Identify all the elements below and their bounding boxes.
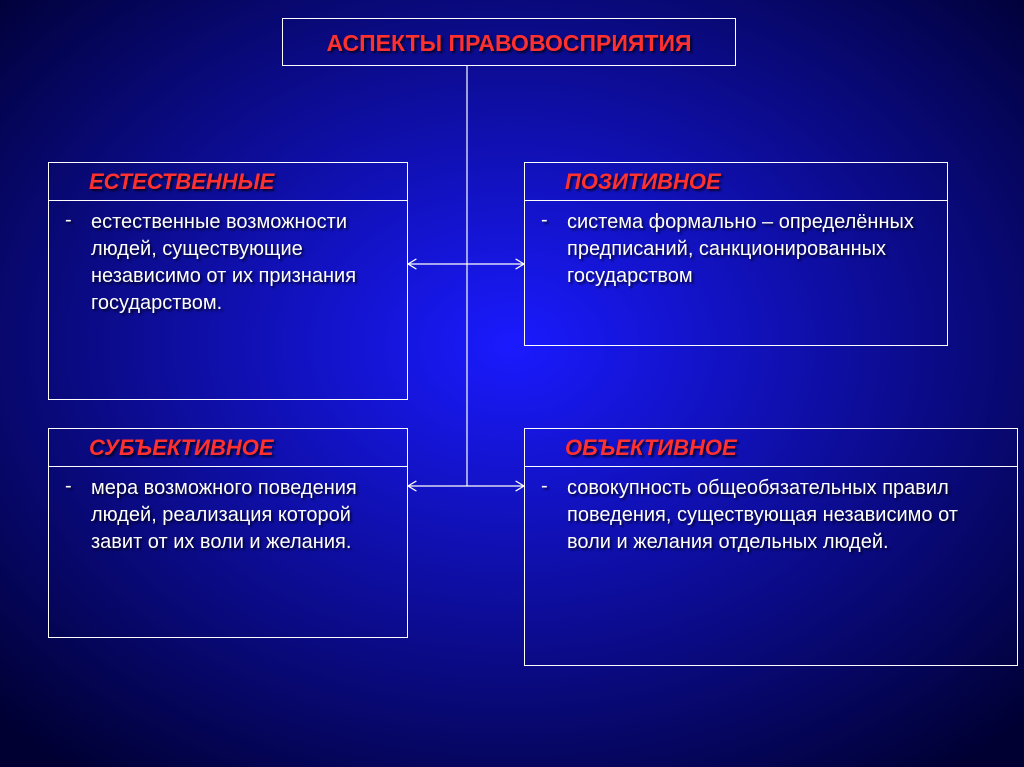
box-natural-body: - естественные возможности людей, сущест… (49, 201, 407, 399)
bullet-dash: - (535, 475, 567, 655)
title-box: АСПЕКТЫ ПРАВОВОСПРИЯТИЯ (282, 18, 736, 66)
title-text: АСПЕКТЫ ПРАВОВОСПРИЯТИЯ (326, 30, 691, 56)
box-objective-body: - совокупность общеобязательных правил п… (525, 467, 1017, 665)
box-natural-header: ЕСТЕСТВЕННЫЕ (49, 163, 407, 201)
diagram-content: АСПЕКТЫ ПРАВОВОСПРИЯТИЯ ЕСТЕСТВЕННЫЕ - е… (0, 0, 1024, 767)
box-subjective-body: - мера возможного поведения людей, реали… (49, 467, 407, 637)
header-text: ЕСТЕСТВЕННЫЕ (89, 169, 274, 194)
box-objective-header: ОБЪЕКТИВНОЕ (525, 429, 1017, 467)
body-text: мера возможного поведения людей, реализа… (91, 475, 397, 627)
box-natural: ЕСТЕСТВЕННЫЕ - естественные возможности … (48, 162, 408, 400)
box-subjective: СУБЪЕКТИВНОЕ - мера возможного поведения… (48, 428, 408, 638)
body-text: естественные возможности людей, существу… (91, 209, 397, 389)
box-subjective-header: СУБЪЕКТИВНОЕ (49, 429, 407, 467)
header-text: СУБЪЕКТИВНОЕ (89, 435, 274, 460)
box-positive-body: - система формально – определённых предп… (525, 201, 947, 345)
body-text: система формально – определённых предпис… (567, 209, 937, 335)
header-text: ОБЪЕКТИВНОЕ (565, 435, 737, 460)
header-text: ПОЗИТИВНОЕ (565, 169, 721, 194)
bullet-dash: - (59, 475, 91, 627)
box-positive-header: ПОЗИТИВНОЕ (525, 163, 947, 201)
box-positive: ПОЗИТИВНОЕ - система формально – определ… (524, 162, 948, 346)
body-text: совокупность общеобязательных правил пов… (567, 475, 1007, 655)
bullet-dash: - (535, 209, 567, 335)
bullet-dash: - (59, 209, 91, 389)
box-objective: ОБЪЕКТИВНОЕ - совокупность общеобязатель… (524, 428, 1018, 666)
